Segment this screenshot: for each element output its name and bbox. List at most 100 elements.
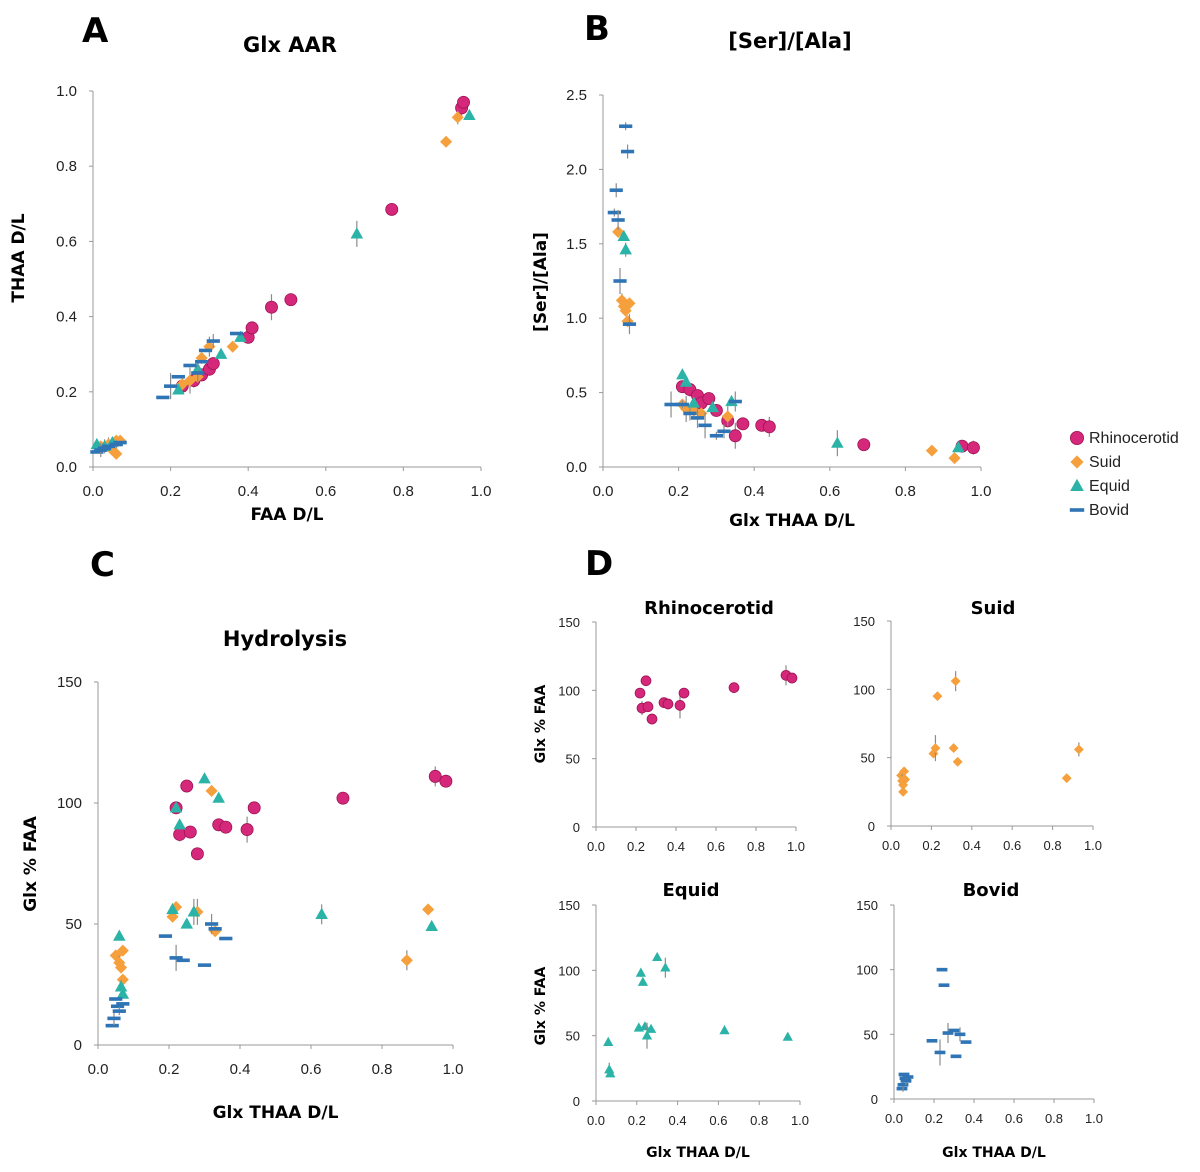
x-tick-label: 0.6 [301,1061,322,1078]
x-tick-label: 1.0 [1084,838,1102,853]
legend-label-suid: Suid [1089,454,1121,471]
data-point-suid [166,910,179,923]
x-tick-label: 1.0 [471,483,492,500]
x-tick-label: 0.2 [668,483,689,500]
panel-letter: C [90,545,115,585]
data-point-bovid [938,983,950,987]
series-bovid [105,914,233,1028]
data-point-bovid [611,218,625,222]
y-axis-label: [Ser]/[Ala] [531,232,551,332]
series-rhinocerotid [175,95,470,393]
data-point-suid [900,774,911,785]
data-point-bovid [936,967,948,972]
data-point-bovid [113,440,127,445]
y-tick-label: 150 [57,674,82,691]
y-tick-label: 0 [74,1037,82,1054]
data-point-suid [116,944,129,957]
data-point-bovid [934,1050,946,1055]
chart-title: Suid [971,598,1016,619]
data-point-bovid [198,348,213,353]
y-tick-label: 150 [853,614,875,629]
y-tick-label: 150 [558,898,580,913]
data-point-suid [195,351,208,365]
chart-a: A Glx AAR 0.0 0.2 0.4 0.6 0.8 1.0 0.0 0.2 0.4 0.6 0.… [9,11,491,525]
y-tick-label: 0 [868,819,875,834]
x-tick-label: 0.4 [230,1061,251,1078]
data-point-equid [641,1030,653,1040]
data-point-bovid [219,936,233,941]
data-point-equid [90,437,104,450]
data-point-bovid [683,411,697,416]
data-point-rhinocerotid [180,779,194,793]
x-axis-label: Glx THAA D/L [729,511,855,531]
data-point-bovid [164,384,178,388]
data-point-equid [172,383,185,395]
data-point-equid [952,441,965,453]
data-point-bovid [896,1086,908,1091]
data-point-rhinocerotid [857,438,871,452]
data-point-rhinocerotid [674,700,686,711]
data-point-suid [115,961,128,974]
x-tick-label: 0.6 [1005,1111,1023,1126]
y-tick-label: 50 [65,916,82,933]
y-tick-label: 0.2 [56,384,77,401]
data-point-bovid [169,956,183,960]
series-equid [603,951,793,1078]
x-axis-label: Glx THAA D/L [942,1145,1046,1161]
data-point-suid [898,786,909,797]
data-point-rhinocerotid [336,791,350,805]
data-point-bovid [229,331,244,336]
y-tick-label: 100 [57,795,82,812]
data-point-bovid [898,1072,910,1077]
data-point-equid [425,919,438,932]
data-point-bovid [619,124,633,129]
data-point-bovid [609,188,623,193]
data-point-equid [198,772,211,784]
data-point-bovid [664,402,678,407]
chart-d4: Bovid 0.0 0.2 0.4 0.6 0.8 1.0 0 50 100 150 Glx THAA… [856,880,1103,1161]
data-point-suid [950,676,961,687]
data-point-suid [440,135,453,148]
data-point-equid [617,229,631,241]
data-point-equid [831,436,844,448]
y-tick-label: 50 [566,752,580,767]
x-tick-label: 1.0 [1085,1111,1103,1126]
data-point-rhinocerotid [728,429,742,443]
data-point-rhinocerotid [284,293,298,307]
data-point-rhinocerotid [786,672,798,684]
x-tick-label: 1.0 [443,1061,464,1078]
chart-title: Bovid [963,880,1020,901]
legend: Rhinocerotid Suid Equid Bovid [1069,430,1179,519]
data-point-suid [116,973,129,986]
data-point-suid [952,756,963,767]
y-tick-label: 100 [558,683,580,698]
data-point-suid [899,766,910,777]
y-tick-label: 0 [573,820,580,835]
data-point-bovid [90,450,104,454]
data-point-rhinocerotid [190,847,204,861]
y-tick-label: 0 [573,1094,580,1109]
data-point-rhinocerotid [640,675,652,687]
data-point-equid [679,375,693,387]
y-axis-label: Glx % FAA [21,815,41,911]
data-point-rhinocerotid [240,823,254,837]
data-point-suid [203,340,216,353]
data-point-equid [315,907,328,919]
data-point-rhinocerotid [183,825,197,839]
data-point-rhinocerotid [634,687,646,699]
data-point-bovid [156,395,170,400]
charts-layer: A Glx AAR 0.0 0.2 0.4 0.6 0.8 1.0 0.0 0.2 0.4 0.6 0.… [9,9,1103,1161]
data-point-rhinocerotid [265,300,278,314]
series-rhinocerotid [675,380,980,455]
data-point-suid [623,297,636,310]
data-point-equid [719,1025,730,1035]
data-point-bovid [176,958,190,963]
panel-letter: A [82,11,109,51]
data-point-equid [687,396,700,408]
data-point-bovid [613,279,627,283]
y-tick-label: 1.5 [566,236,587,253]
series-bovid [896,967,972,1092]
data-point-equid [350,227,364,239]
data-point-bovid [709,433,723,438]
